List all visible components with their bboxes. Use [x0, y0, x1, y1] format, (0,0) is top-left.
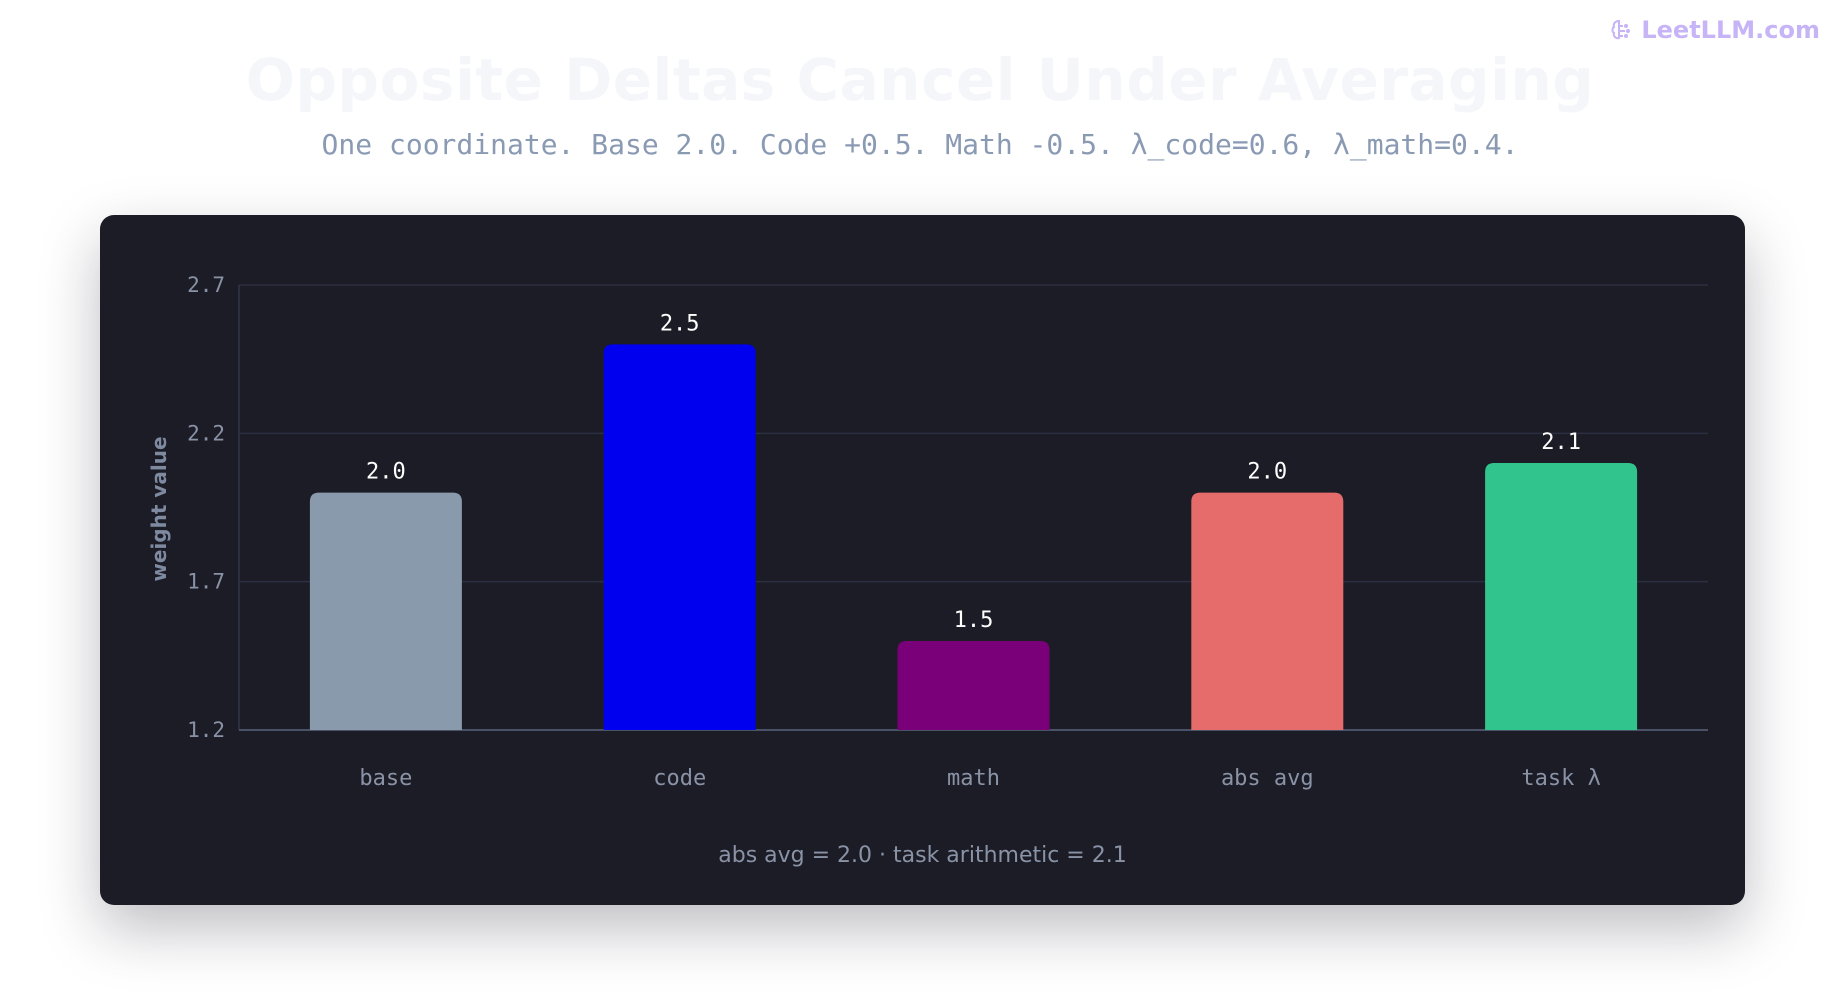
- y-axis-label: weight value: [147, 436, 171, 582]
- bar-value-label: 2.1: [1541, 430, 1581, 455]
- chart-subtitle: One coordinate. Base 2.0. Code +0.5. Mat…: [321, 128, 1519, 161]
- brand-name: LeetLLM.com: [1641, 16, 1820, 44]
- bar-math: [897, 641, 1050, 730]
- bar-task-: [1485, 463, 1638, 730]
- x-tick-label: task λ: [1521, 766, 1600, 791]
- y-tick-label: 1.2: [187, 718, 225, 742]
- chart-card: 1.2 1.7 2.2 2.7 2.0 base 2.5 code 1.5 math 2.0 abs …: [100, 215, 1745, 905]
- bar-abs-avg: [1191, 492, 1344, 730]
- chart-title: Opposite Deltas Cancel Under Averaging: [245, 46, 1595, 114]
- bar-chart: 1.2 1.7 2.2 2.7 2.0 base 2.5 code 1.5 math 2.0 abs …: [187, 273, 1708, 791]
- x-tick-label: math: [947, 766, 1000, 791]
- bar-value-label: 1.5: [954, 608, 994, 633]
- bar-value-label: 2.0: [366, 460, 406, 485]
- x-tick-label: base: [359, 766, 412, 791]
- bar-base: [309, 492, 462, 730]
- y-tick-label: 1.7: [187, 570, 225, 594]
- bar-value-label: 2.0: [1247, 460, 1287, 485]
- bar-value-label: 2.5: [660, 311, 700, 336]
- y-tick-label: 2.2: [187, 421, 225, 445]
- brain-icon: [1611, 19, 1631, 40]
- bar-code: [603, 344, 756, 730]
- y-tick-label: 2.7: [187, 273, 225, 297]
- x-tick-label: code: [653, 766, 706, 791]
- chart-footnote: abs avg = 2.0 · task arithmetic = 2.1: [718, 843, 1127, 868]
- brand-logo: LeetLLM.com: [1609, 16, 1820, 44]
- x-tick-label: abs avg: [1221, 766, 1314, 791]
